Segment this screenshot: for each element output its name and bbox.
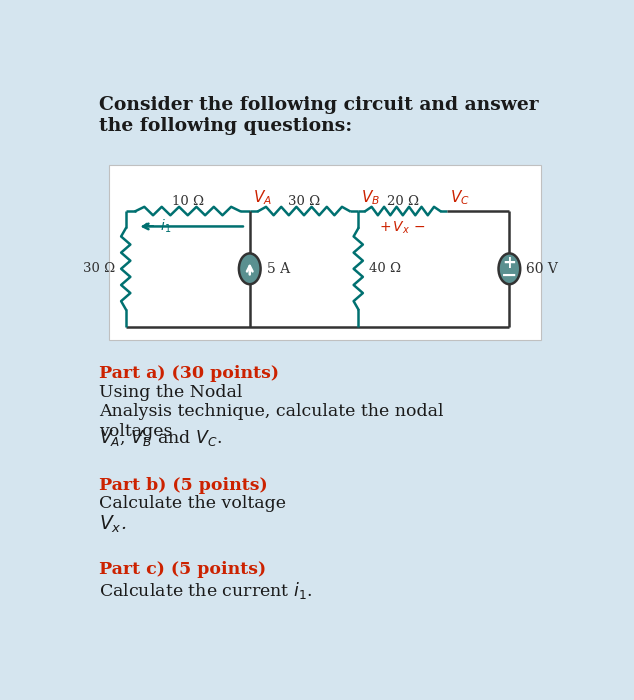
Text: Using the Nodal
Analysis technique, calculate the nodal
voltages: Using the Nodal Analysis technique, calc… [99,384,443,440]
Text: $V_C$: $V_C$ [451,188,470,207]
Text: $V_A$: $V_A$ [253,188,272,207]
Text: $V_B$: $V_B$ [361,188,380,207]
Text: Calculate the voltage: Calculate the voltage [99,495,286,512]
Text: Part a) (30 points): Part a) (30 points) [99,365,285,382]
Ellipse shape [239,253,261,284]
Text: Consider the following circuit and answer
the following questions:: Consider the following circuit and answe… [99,97,538,135]
Text: 30 Ω: 30 Ω [83,262,115,275]
Text: Part b) (5 points): Part b) (5 points) [99,477,273,494]
Text: Calculate the current $i_1$.: Calculate the current $i_1$. [99,580,312,601]
Text: $+\,V_x\,-$: $+\,V_x\,-$ [380,220,426,236]
Text: $\leftarrow\;i_1$: $\leftarrow\;i_1$ [139,218,172,235]
Ellipse shape [498,253,521,284]
Text: 10 Ω: 10 Ω [172,195,204,207]
Text: $V_A$, $V_B$ and $V_C$.: $V_A$, $V_B$ and $V_C$. [99,428,221,448]
Text: $V_x$.: $V_x$. [99,514,126,535]
FancyBboxPatch shape [108,165,541,340]
Text: Part c) (5 points): Part c) (5 points) [99,561,272,578]
Text: 20 Ω: 20 Ω [387,195,419,207]
Text: 60 V: 60 V [526,262,559,276]
Text: +: + [502,254,516,272]
Text: 5 A: 5 A [267,262,290,276]
Text: 30 Ω: 30 Ω [288,195,320,207]
Text: −: − [501,265,517,284]
Text: 40 Ω: 40 Ω [369,262,401,275]
